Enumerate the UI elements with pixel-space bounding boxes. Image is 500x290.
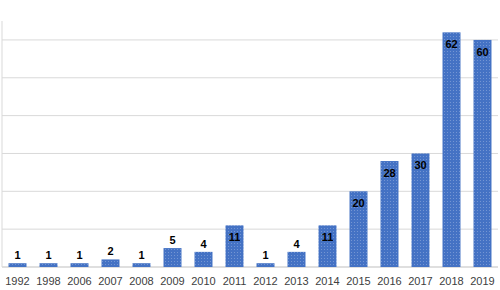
data-label: 11 [322, 231, 334, 243]
data-label: 20 [352, 197, 364, 209]
grid-line [2, 77, 498, 78]
data-label: 62 [445, 38, 457, 50]
data-label: 5 [169, 234, 175, 246]
chart-svg: 1112154111411202830626019921998200620072… [0, 0, 500, 290]
data-label: 11 [229, 231, 241, 243]
grid-line [2, 115, 498, 116]
data-label: 1 [76, 249, 82, 261]
bar [133, 263, 151, 267]
bar [164, 248, 182, 267]
x-tick-label: 2018 [439, 275, 463, 287]
data-label: 30 [414, 159, 426, 171]
data-label: 4 [200, 238, 207, 250]
bar [40, 263, 58, 267]
x-tick-label: 2011 [223, 275, 247, 287]
bar [102, 259, 120, 267]
data-label: 1 [262, 249, 268, 261]
bar [257, 263, 275, 267]
chart-container: 1112154111411202830626019921998200620072… [0, 0, 500, 290]
x-tick-label: 2010 [191, 275, 215, 287]
data-label: 2 [107, 245, 113, 257]
data-label: 1 [138, 249, 144, 261]
x-tick-label: 2014 [315, 275, 339, 287]
x-tick-label: 2019 [470, 275, 494, 287]
x-tick-label: 2009 [160, 275, 184, 287]
x-tick-label: 2008 [129, 275, 153, 287]
bar [71, 263, 89, 267]
bar [412, 153, 430, 267]
bar [9, 263, 27, 267]
x-tick-label: 2015 [346, 275, 370, 287]
bar [226, 225, 244, 267]
bar [474, 40, 492, 267]
x-tick-label: 2013 [284, 275, 308, 287]
x-tick-label: 1992 [5, 275, 29, 287]
grid-line [2, 39, 498, 40]
x-tick-label: 2006 [67, 275, 91, 287]
bar [443, 32, 461, 267]
x-tick-label: 2012 [253, 275, 277, 287]
data-label: 1 [14, 249, 20, 261]
bar [381, 161, 399, 267]
bar [195, 252, 213, 267]
x-tick-label: 2017 [408, 275, 432, 287]
bar [350, 191, 368, 267]
data-label: 1 [45, 249, 51, 261]
y-axis-line [2, 21, 3, 267]
bars [9, 32, 492, 267]
x-tick-label: 1998 [36, 275, 60, 287]
data-label: 28 [383, 167, 395, 179]
bar [288, 252, 306, 267]
data-label: 4 [293, 238, 300, 250]
bar [319, 225, 337, 267]
x-tick-label: 2016 [377, 275, 401, 287]
x-tick-label: 2007 [98, 275, 122, 287]
data-label: 60 [476, 46, 488, 58]
